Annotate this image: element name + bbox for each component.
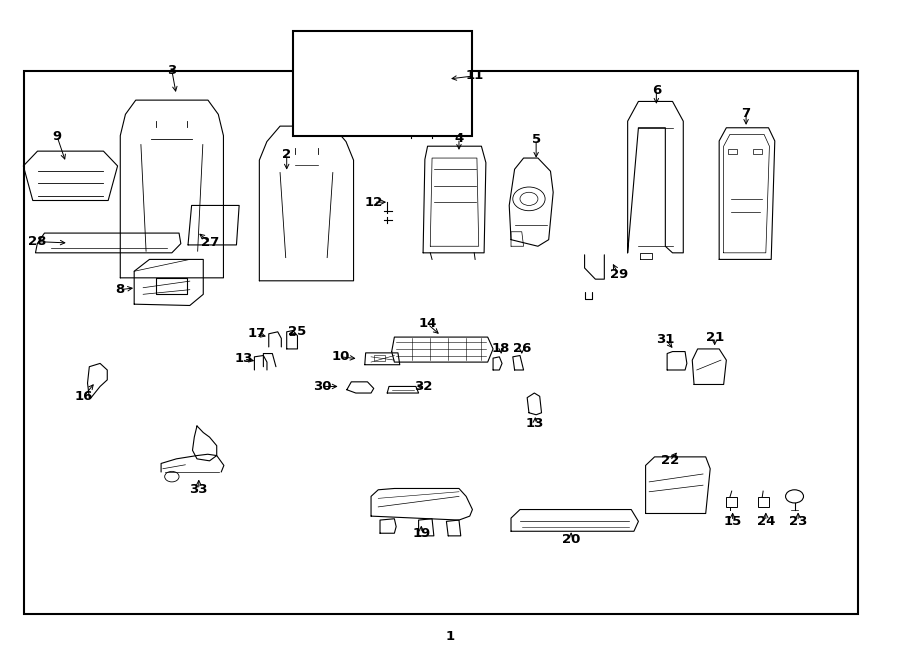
Text: 22: 22	[661, 454, 679, 467]
Bar	[726, 497, 737, 507]
Text: 16: 16	[75, 390, 93, 403]
Text: 5: 5	[532, 133, 541, 146]
Text: 8: 8	[115, 283, 124, 296]
Bar	[374, 355, 384, 362]
Text: 21: 21	[706, 330, 724, 344]
Text: 20: 20	[562, 533, 580, 546]
Text: 24: 24	[757, 515, 775, 528]
Text: 12: 12	[364, 196, 382, 209]
Text: 3: 3	[167, 64, 176, 77]
Bar	[728, 149, 737, 154]
Text: 30: 30	[313, 380, 332, 393]
Text: 1: 1	[446, 630, 454, 643]
Text: 10: 10	[331, 350, 350, 364]
Text: 4: 4	[454, 132, 464, 145]
Text: 18: 18	[492, 342, 510, 355]
Text: 25: 25	[288, 325, 307, 338]
Text: 31: 31	[656, 332, 674, 346]
Text: 2: 2	[282, 147, 292, 161]
Text: 17: 17	[248, 327, 266, 340]
Text: 14: 14	[418, 317, 436, 330]
Text: 26: 26	[513, 342, 531, 355]
Text: 11: 11	[466, 69, 484, 82]
Text: 13: 13	[526, 418, 544, 430]
Bar	[23, 71, 859, 613]
Text: 9: 9	[52, 130, 61, 143]
Text: 7: 7	[742, 107, 751, 120]
Text: 19: 19	[412, 527, 430, 540]
Text: 28: 28	[28, 235, 47, 248]
Text: 27: 27	[202, 237, 220, 249]
Text: 23: 23	[789, 515, 807, 528]
Text: 15: 15	[724, 515, 742, 528]
Bar	[758, 497, 769, 507]
Text: 6: 6	[652, 84, 661, 97]
Bar	[293, 31, 473, 136]
Bar	[753, 149, 762, 154]
Text: 33: 33	[190, 483, 208, 496]
Text: 29: 29	[609, 268, 628, 281]
Text: 13: 13	[235, 352, 253, 366]
Text: 32: 32	[414, 380, 432, 393]
